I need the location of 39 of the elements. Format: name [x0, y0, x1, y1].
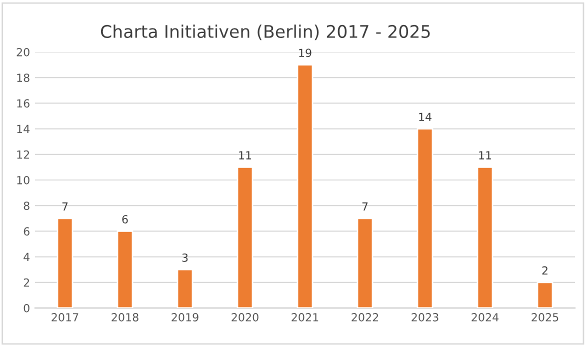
bar [536, 282, 554, 308]
x-tick-label: 2022 [352, 313, 378, 322]
y-tick-label: 10 [17, 176, 30, 184]
bar [236, 166, 254, 308]
y-tick-label: 8 [24, 202, 30, 210]
y-tick-label: 20 [16, 48, 30, 56]
x-tick-label: 2020 [232, 313, 258, 322]
x-tick-label: 2019 [172, 313, 198, 322]
y-tick-label: 16 [17, 99, 30, 108]
bar [476, 166, 494, 308]
x-tick-label: 2024 [472, 313, 499, 322]
y-tick-label: 4 [24, 252, 30, 262]
data-label: 3 [182, 253, 188, 262]
x-tick-label: 2018 [112, 313, 138, 322]
data-label: 2 [542, 266, 548, 275]
x-tick-label: 2023 [412, 313, 438, 322]
y-tick-label: 18 [17, 74, 30, 82]
bar [116, 230, 134, 308]
data-label: 19 [299, 48, 312, 58]
data-label: 6 [122, 215, 128, 224]
y-tick-label: 6 [24, 227, 30, 236]
chart-title: Charta Initiativen (Berlin) 2017 - 2025 [100, 24, 430, 40]
bar [416, 128, 434, 308]
data-label: 7 [362, 202, 368, 211]
x-tick-label: 2017 [52, 313, 78, 322]
bar [56, 218, 74, 308]
y-tick-label: 0 [24, 304, 30, 312]
bar [356, 218, 374, 308]
y-tick-label: 14 [17, 124, 30, 134]
data-label: 7 [62, 202, 68, 211]
y-tick-label: 2 [24, 278, 30, 287]
x-tick-label: 2021 [292, 313, 318, 322]
bar [296, 64, 314, 308]
data-label: 11 [479, 151, 492, 160]
bar [176, 268, 194, 308]
y-tick-label: 12 [17, 150, 30, 159]
x-tick-label: 2025 [532, 313, 558, 322]
data-label: 11 [239, 151, 252, 160]
data-label: 14 [419, 112, 432, 121]
